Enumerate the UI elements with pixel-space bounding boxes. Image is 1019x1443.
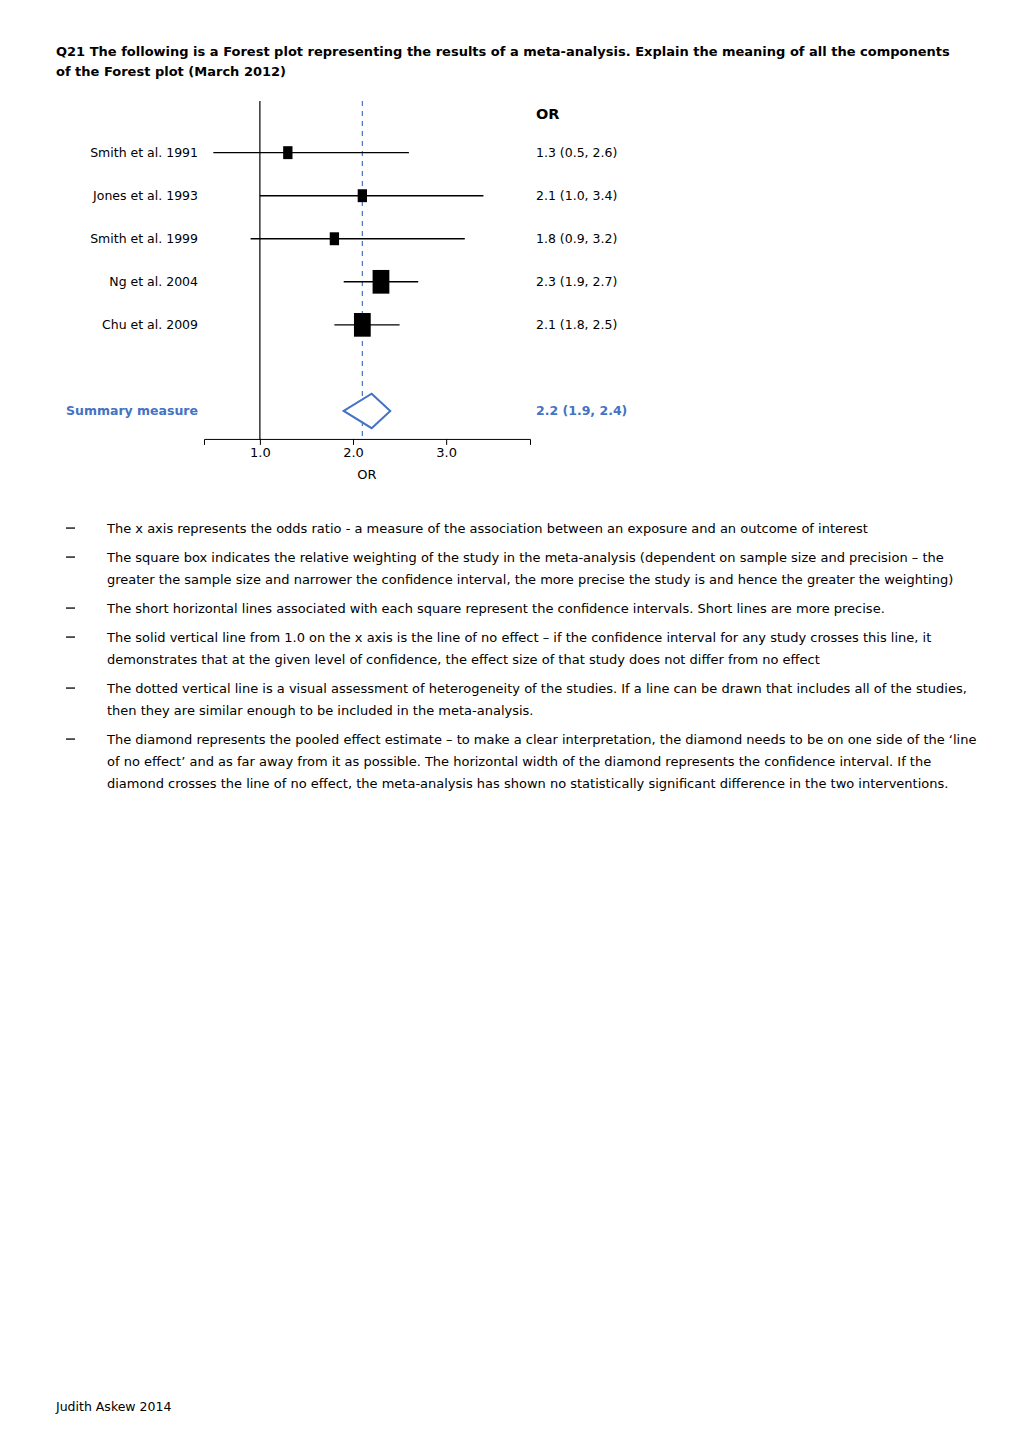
bullet-marker — [66, 607, 75, 608]
plot-area — [213, 101, 483, 439]
footer: Judith Askew 2014 — [55, 1399, 171, 1414]
x-tick: 2.0 — [343, 439, 364, 460]
x-tick-label: 2.0 — [343, 445, 364, 460]
bullet-text: The solid vertical line from 1.0 on the … — [106, 630, 931, 667]
x-tick-mark — [260, 439, 261, 445]
heterogeneity-line — [362, 101, 363, 439]
bullet-line: The square box indicates the relative we… — [106, 550, 944, 565]
summary-label: Summary measure — [66, 403, 198, 418]
bullet-marker — [66, 527, 75, 528]
bullet-line: The solid vertical line from 1.0 on the … — [106, 630, 931, 645]
x-axis-label: OR — [357, 467, 376, 482]
value-label: 1.3 (0.5, 2.6) — [536, 145, 617, 160]
bullet-text: The short horizontal lines associated wi… — [106, 601, 885, 616]
confidence-interval — [251, 238, 465, 239]
x-tick: 1.0 — [250, 439, 271, 460]
bullet-line: then they are similar enough to be inclu… — [107, 703, 533, 718]
bullet-line: greater the sample size and narrower the… — [107, 572, 953, 587]
bullet-text: The x axis represents the odds ratio - a… — [106, 521, 868, 536]
bullet-text: The square box indicates the relative we… — [106, 550, 953, 587]
background — [0, 0, 1019, 1443]
x-tick-label: 3.0 — [436, 445, 457, 460]
confidence-interval — [213, 152, 409, 153]
chart-root: Q21 The following is a Forest plot repre… — [0, 0, 1019, 1443]
no-effect-line — [259, 101, 260, 439]
study-box — [358, 189, 367, 202]
bullet-marker — [66, 556, 75, 557]
bullet-marker — [66, 687, 75, 688]
bullet-marker — [66, 738, 75, 739]
summary-diamond — [344, 394, 391, 428]
value-label: 2.1 (1.8, 2.5) — [536, 317, 617, 332]
bullet-text: The dotted vertical line is a visual ass… — [106, 681, 967, 718]
axis-domain — [205, 439, 531, 445]
x-tick-mark — [446, 439, 447, 445]
bullet-line: of no effect’ and as far away from it as… — [107, 754, 931, 769]
x-axis: 1.0 2.0 3.0 — [205, 439, 531, 460]
value-label: 2.1 (1.0, 3.4) — [536, 188, 617, 203]
bullet-marker — [66, 636, 75, 637]
x-tick-mark — [353, 439, 354, 445]
bullet-line: diamond crosses the line of no effect, t… — [107, 776, 948, 791]
title: Q21 The following is a Forest plot repre… — [56, 44, 950, 59]
study-label: Smith et al. 1999 — [90, 231, 198, 246]
study-label: Chu et al. 2009 — [102, 317, 198, 332]
study-box — [373, 270, 390, 294]
study-label: Ng et al. 2004 — [109, 274, 198, 289]
study-label: Smith et al. 1991 — [90, 145, 198, 160]
x-tick: 3.0 — [436, 439, 457, 460]
bullet-text: The diamond represents the pooled effect… — [106, 732, 976, 791]
bullet-line: The x axis represents the odds ratio - a… — [106, 521, 868, 536]
bullet-line: The diamond represents the pooled effect… — [106, 732, 976, 747]
bullet-line: demonstrates that at the given level of … — [107, 652, 820, 667]
bullet-line: The short horizontal lines associated wi… — [106, 601, 885, 616]
bullet-line: The dotted vertical line is a visual ass… — [106, 681, 967, 696]
value-header: OR — [536, 106, 560, 122]
study-box — [283, 146, 292, 159]
value-label: 1.8 (0.9, 3.2) — [536, 231, 617, 246]
study-label: Jones et al. 1993 — [92, 188, 198, 203]
confidence-interval — [260, 195, 484, 196]
study-box — [330, 232, 339, 245]
study-box — [354, 313, 371, 337]
x-tick-label: 1.0 — [250, 445, 271, 460]
title: of the Forest plot (March 2012) — [56, 64, 286, 79]
summary-value-label: 2.2 (1.9, 2.4) — [536, 403, 627, 418]
value-label: 2.3 (1.9, 2.7) — [536, 274, 617, 289]
